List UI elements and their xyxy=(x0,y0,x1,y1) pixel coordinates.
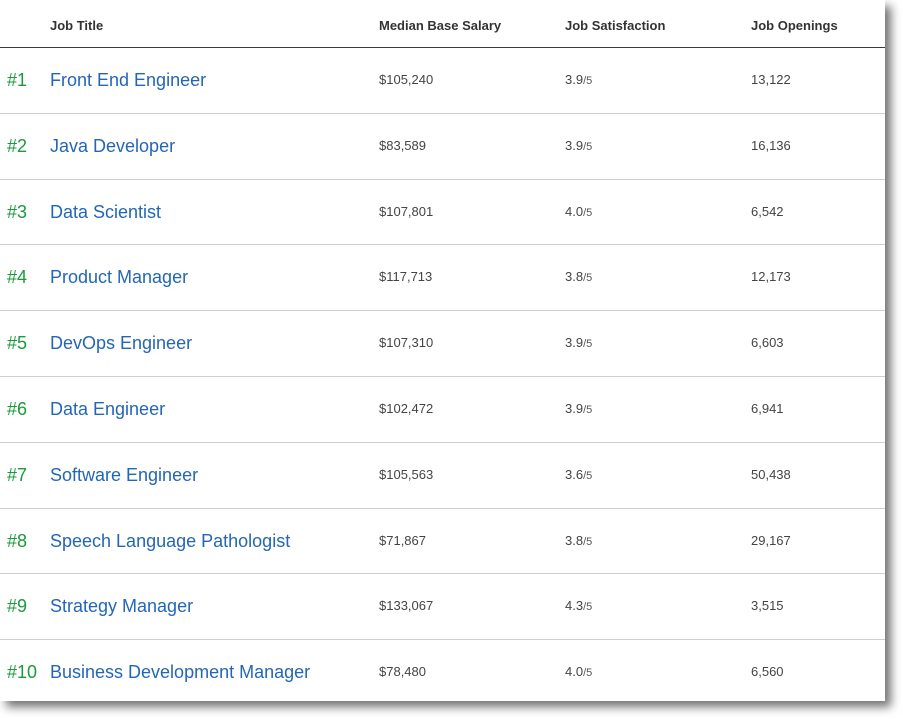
openings-value: 16,136 xyxy=(751,137,791,153)
header-job-title: Job Title xyxy=(50,18,104,33)
satisfaction-value: 3.8/5 xyxy=(565,533,592,548)
job-title-link[interactable]: Business Development Manager xyxy=(50,662,311,683)
salary-value: $83,589 xyxy=(379,137,426,153)
rank-label: #7 xyxy=(7,464,28,485)
salary-value: $78,480 xyxy=(379,664,426,680)
salary-value: $117,713 xyxy=(379,269,433,285)
salary-value: $105,240 xyxy=(379,72,434,87)
satisfaction-score: 3.8 xyxy=(565,269,584,285)
job-title-link[interactable]: Product Manager xyxy=(50,267,189,288)
satisfaction-max: /5 xyxy=(583,75,593,87)
satisfaction-value: 3.9/5 xyxy=(565,401,592,416)
table-row: #1 Front End Engineer $105,240 3.9/5 13,… xyxy=(0,48,885,114)
salary-value: $102,472 xyxy=(379,400,434,416)
satisfaction-max: /5 xyxy=(583,667,593,680)
rank-label: #10 xyxy=(7,662,38,683)
jobs-table: Job Title Median Base Salary Job Satisfa… xyxy=(0,0,885,701)
job-title-link[interactable]: Data Scientist xyxy=(50,201,162,222)
openings-value: 29,167 xyxy=(751,532,791,548)
satisfaction-max: /5 xyxy=(583,338,593,351)
job-title-link[interactable]: Data Engineer xyxy=(50,398,166,419)
satisfaction-score: 3.9 xyxy=(565,335,584,351)
job-title-link[interactable]: Java Developer xyxy=(50,135,176,156)
satisfaction-score: 4.0 xyxy=(565,203,584,219)
rank-label: #8 xyxy=(7,530,28,551)
table-row: #10 Business Development Manager $78,480… xyxy=(0,640,885,701)
rank-label: #1 xyxy=(7,70,28,90)
salary-value: $107,801 xyxy=(379,203,434,219)
job-title-link[interactable]: Strategy Manager xyxy=(50,596,194,617)
satisfaction-score: 4.0 xyxy=(565,664,584,680)
rank-label: #3 xyxy=(7,201,28,222)
satisfaction-score: 3.9 xyxy=(565,400,584,416)
openings-value: 6,603 xyxy=(751,335,784,351)
job-title-link[interactable]: Speech Language Pathologist xyxy=(50,530,291,551)
job-title-link[interactable]: Software Engineer xyxy=(50,464,199,485)
table-header: Job Title Median Base Salary Job Satisfa… xyxy=(0,0,885,48)
salary-value: $71,867 xyxy=(379,532,426,548)
header-median-base-salary: Median Base Salary xyxy=(379,18,502,33)
rank-label: #5 xyxy=(7,333,28,354)
satisfaction-max: /5 xyxy=(583,272,593,285)
job-title-link[interactable]: Front End Engineer xyxy=(50,70,207,90)
satisfaction-value: 3.9/5 xyxy=(565,72,592,87)
header-job-openings: Job Openings xyxy=(751,18,838,33)
satisfaction-value: 3.9/5 xyxy=(565,335,592,350)
satisfaction-value: 4.0/5 xyxy=(565,664,592,679)
header-job-satisfaction: Job Satisfaction xyxy=(565,18,666,33)
openings-value: 13,122 xyxy=(751,72,791,87)
satisfaction-max: /5 xyxy=(583,469,593,482)
table-row: #8 Speech Language Pathologist $71,867 3… xyxy=(0,509,885,575)
satisfaction-value: 3.6/5 xyxy=(565,467,592,482)
table-row: #3 Data Scientist $107,801 4.0/5 6,542 xyxy=(0,180,885,246)
satisfaction-max: /5 xyxy=(583,140,593,153)
openings-value: 3,515 xyxy=(751,598,784,614)
satisfaction-value: 3.8/5 xyxy=(565,269,592,284)
job-title-link[interactable]: DevOps Engineer xyxy=(50,333,193,354)
table-row: #7 Software Engineer $105,563 3.6/5 50,4… xyxy=(0,443,885,509)
satisfaction-score: 3.6 xyxy=(565,466,584,482)
openings-value: 6,542 xyxy=(751,203,784,219)
table-row: #5 DevOps Engineer $107,310 3.9/5 6,603 xyxy=(0,311,885,377)
openings-value: 12,173 xyxy=(751,269,791,285)
openings-value: 6,941 xyxy=(751,400,784,416)
openings-value: 6,560 xyxy=(751,664,784,680)
table-row: #9 Strategy Manager $133,067 4.3/5 3,515 xyxy=(0,574,885,641)
table-body: #1 Front End Engineer $105,240 3.9/5 13,… xyxy=(0,48,885,701)
rank-label: #9 xyxy=(7,596,28,617)
openings-value: 50,438 xyxy=(751,466,791,482)
satisfaction-value: 4.3/5 xyxy=(565,598,592,613)
rank-label: #2 xyxy=(7,135,28,156)
table-row: #4 Product Manager $117,713 3.8/5 12,173 xyxy=(0,245,885,312)
salary-value: $107,310 xyxy=(379,335,434,351)
table-row: #6 Data Engineer $102,472 3.9/5 6,941 xyxy=(0,377,885,443)
table-row: #2 Java Developer $83,589 3.9/5 16,136 xyxy=(0,114,885,180)
salary-value: $133,067 xyxy=(379,598,434,614)
satisfaction-max: /5 xyxy=(583,403,593,416)
satisfaction-max: /5 xyxy=(583,601,593,614)
satisfaction-max: /5 xyxy=(583,206,593,219)
satisfaction-value: 3.9/5 xyxy=(565,138,592,153)
satisfaction-score: 3.9 xyxy=(565,72,584,87)
satisfaction-score: 3.8 xyxy=(565,532,584,548)
satisfaction-value: 4.0/5 xyxy=(565,204,592,219)
salary-value: $105,563 xyxy=(379,466,434,482)
rank-label: #6 xyxy=(7,398,28,419)
satisfaction-score: 4.3 xyxy=(565,598,584,614)
satisfaction-max: /5 xyxy=(583,535,593,548)
rank-label: #4 xyxy=(7,267,28,288)
satisfaction-score: 3.9 xyxy=(565,137,584,153)
